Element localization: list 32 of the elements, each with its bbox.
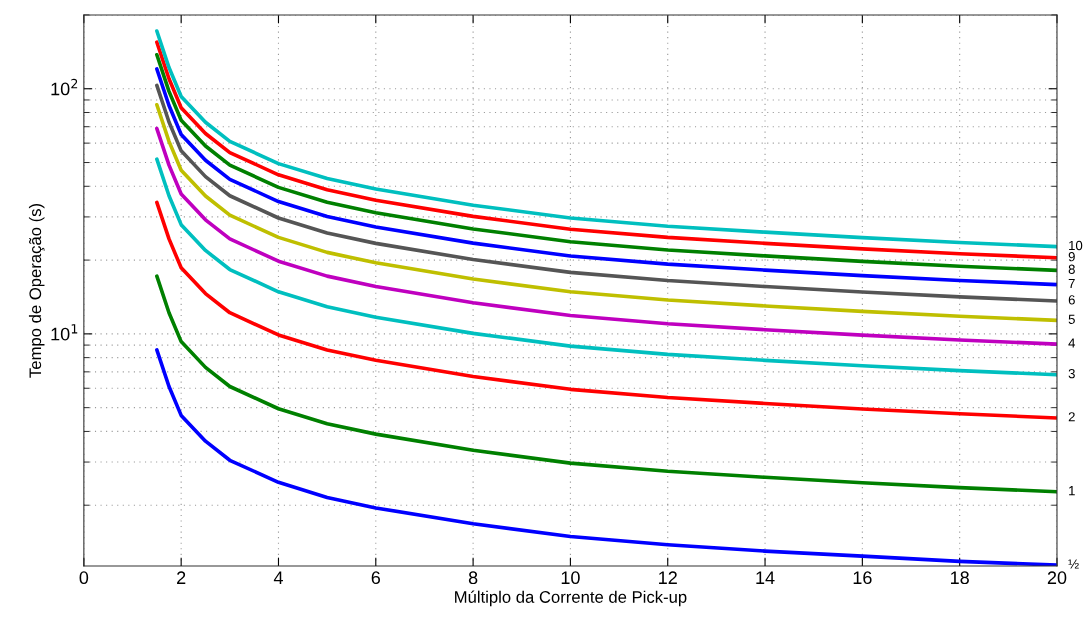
x-tick-label: 18 [951, 571, 969, 585]
line-series [155, 102, 1057, 323]
series-label: 7 [1068, 278, 1075, 288]
series-label: 1 [1069, 486, 1075, 496]
x-tick-label: 0 [79, 571, 89, 585]
x-tick-label: 16 [853, 571, 872, 585]
series-label: 9 [1068, 252, 1075, 262]
x-tick-label: 8 [468, 571, 478, 585]
line-series [155, 200, 1057, 420]
series-label: 4 [1068, 338, 1076, 348]
y-tick-label: 10$^{1}$ [51, 324, 78, 341]
series-label: 5 [1068, 314, 1075, 324]
series-label: ½ [1068, 559, 1079, 569]
line-series [155, 348, 1057, 566]
x-tick-label: 6 [371, 571, 381, 585]
line-series [155, 126, 1057, 346]
y-axis-title: Tempo de Operação (s) [28, 203, 45, 378]
x-tick-label: 12 [659, 571, 677, 584]
x-tick-label: 14 [756, 571, 775, 584]
x-axis-title: Múltiplo da Corrente de Pick-up [455, 590, 687, 607]
line-series [155, 157, 1057, 377]
x-tick-label: 20 [1047, 571, 1067, 585]
series-label: 3 [1068, 368, 1075, 379]
x-tick-label: 10 [561, 571, 580, 585]
y-tick-label: 10$^{2}$ [51, 78, 78, 96]
series-label: 10 [1069, 240, 1083, 251]
x-tick-label: 4 [273, 571, 283, 584]
series-label: 2 [1068, 412, 1075, 422]
line-series [155, 274, 1057, 494]
series-label: 6 [1068, 295, 1075, 305]
series-label: 8 [1068, 264, 1075, 274]
x-tick-label: 2 [177, 571, 186, 584]
